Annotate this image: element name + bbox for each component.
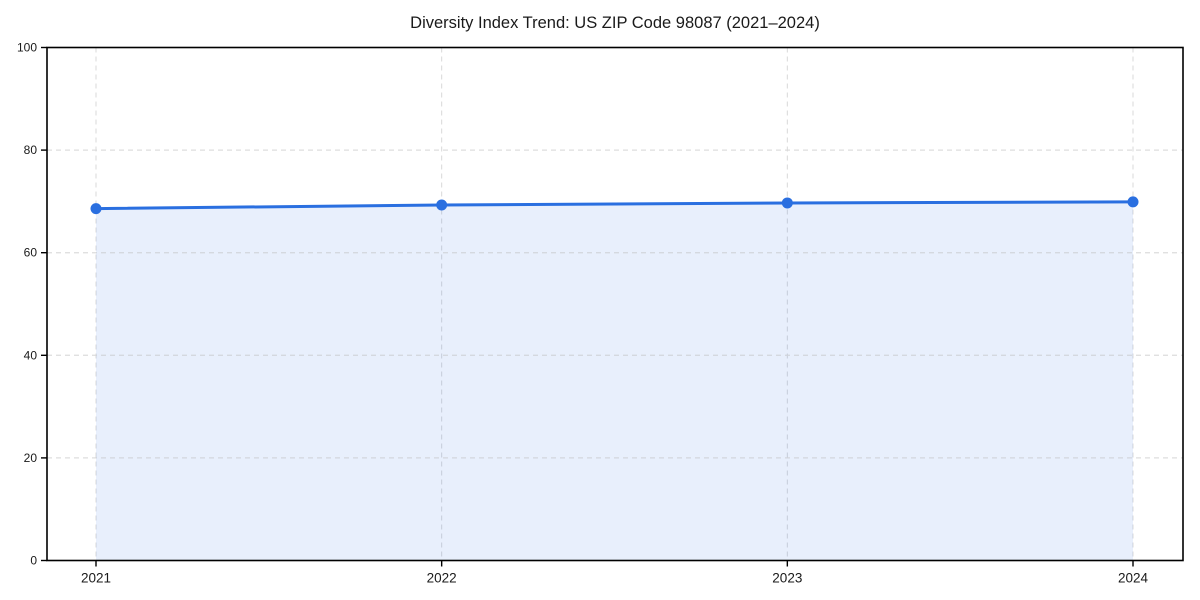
trend-line	[94, 200, 1135, 211]
x-axis-labels: 2021 2022 2023 2024	[81, 571, 1149, 586]
data-points	[90, 196, 1139, 215]
data-point-marker	[90, 203, 102, 215]
area-fill-shape	[96, 201, 1133, 561]
y-tick-label: 40	[24, 348, 38, 362]
x-tick-label: 2023	[772, 571, 802, 586]
data-line	[94, 200, 1135, 211]
area-fill	[96, 201, 1133, 561]
data-point-marker	[436, 199, 448, 211]
plot-border	[46, 46, 1184, 562]
x-tick-label: 2021	[81, 571, 111, 586]
y-tick-label: 60	[24, 246, 38, 260]
y-tick-label: 20	[24, 451, 38, 465]
y-tick-label: 100	[17, 41, 37, 55]
chart-title: Diversity Index Trend: US ZIP Code 98087…	[410, 14, 820, 32]
y-tick-label: 0	[30, 554, 37, 568]
data-point-marker	[781, 197, 793, 209]
data-point-marker	[1127, 196, 1139, 208]
x-tick-label: 2022	[427, 571, 457, 586]
x-tick-label: 2024	[1118, 571, 1149, 586]
y-axis-labels: 0 20 40 60 80 100	[17, 41, 37, 568]
grid-lines-over-fill	[47, 149, 1183, 459]
axis-ticks	[41, 46, 1134, 567]
y-tick-label: 80	[24, 143, 38, 157]
